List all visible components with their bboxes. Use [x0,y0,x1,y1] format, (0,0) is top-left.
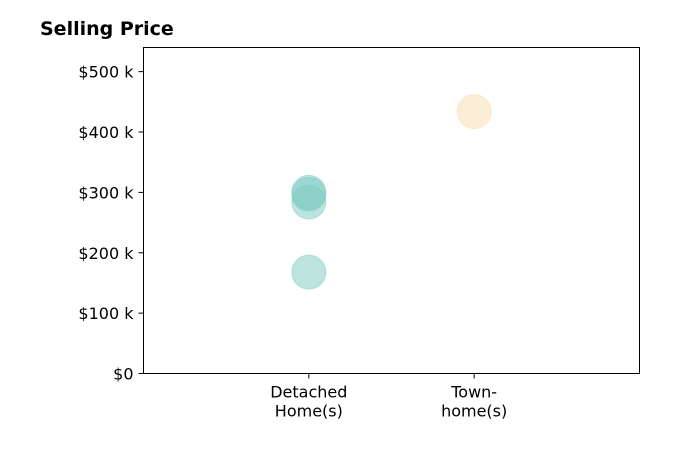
x-tick-label-line: Town- [450,383,497,402]
data-point [291,254,327,290]
chart-title: Selling Price [40,18,174,40]
x-tick-label: Detached Home(s) [270,383,347,421]
x-tick-label-line: Home(s) [275,402,343,421]
y-tick-label: $500 k [78,63,134,82]
y-tick-label: $200 k [78,244,134,263]
x-axis: Detached Home(s) Town-home(s) [270,373,507,421]
x-tick-label-line: Detached [270,383,347,402]
points-layer [291,93,492,290]
x-tick-label-line: home(s) [441,402,507,421]
data-point [291,174,327,210]
plot-frame [143,47,640,374]
x-tick-label: Town-home(s) [441,383,507,421]
y-tick-label: $100 k [78,304,134,323]
y-tick-label: $300 k [78,183,134,202]
y-axis: $0 $100 k $200 k $300 k $400 k $500 k [78,63,144,384]
y-tick-label: $400 k [78,123,134,142]
y-tick-label: $0 [113,365,133,384]
data-point [456,93,492,129]
